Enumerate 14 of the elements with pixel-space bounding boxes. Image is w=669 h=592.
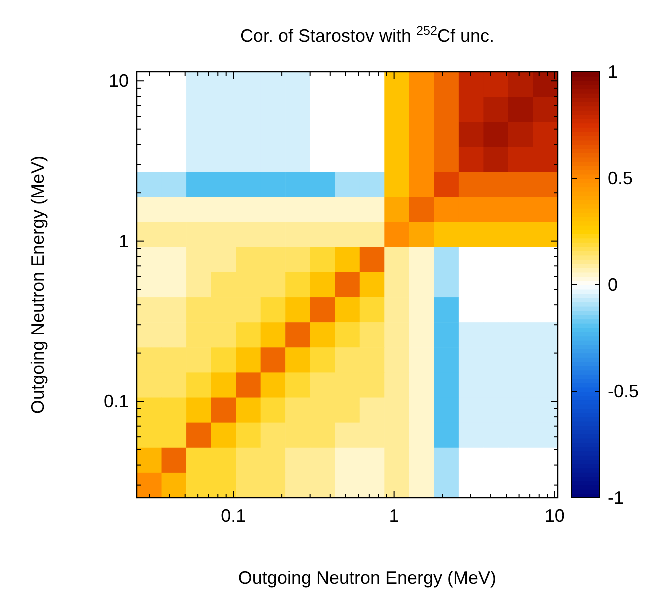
color-bar-label: 0 [608,275,618,295]
y-tick-label: 10 [108,71,129,92]
x-tick-label: 1 [389,506,400,526]
x-axis-title: Outgoing Neutron Energy (MeV) [238,568,497,588]
color-bar-label: 0.5 [608,168,634,188]
chart-title: Cor. of Starostov with $^{252}$Cf unc. [240,24,495,46]
x-tick-label: 0.1 [221,506,246,526]
color-bar-label: -0.5 [608,382,640,402]
y-axis-title: Outgoing Neutron Energy (MeV) [28,156,48,414]
color-bar-label: 1 [608,62,618,82]
y-tick-label: 0.1 [104,392,129,412]
x-tick-label: 10 [544,506,565,526]
color-bar-label: -1 [608,488,624,508]
y-tick-label: 1 [118,231,129,252]
